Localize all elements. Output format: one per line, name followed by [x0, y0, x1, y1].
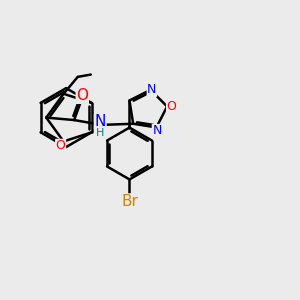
Text: H: H	[96, 128, 104, 138]
Text: N: N	[94, 115, 106, 130]
Text: O: O	[76, 88, 88, 103]
Text: N: N	[147, 83, 157, 96]
Text: N: N	[152, 124, 162, 137]
Text: O: O	[56, 139, 66, 152]
Text: Br: Br	[121, 194, 138, 209]
Text: O: O	[167, 100, 176, 113]
